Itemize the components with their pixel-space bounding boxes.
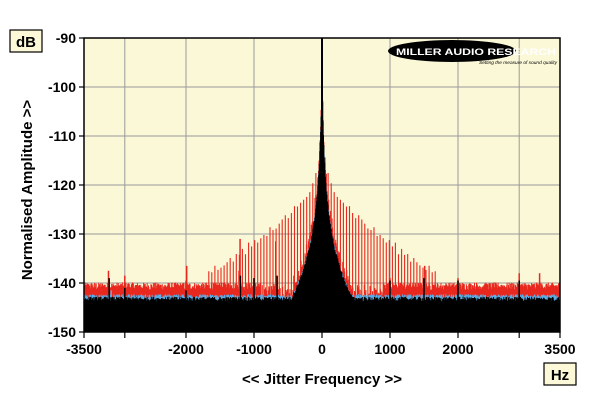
y-axis-label: Normalised Amplitude >> bbox=[19, 100, 36, 281]
logo-tagline: Setting the measure of sound quality bbox=[479, 60, 558, 65]
y-tick-label-3: -120 bbox=[48, 177, 76, 193]
y-tick-label-1: -100 bbox=[48, 79, 76, 95]
x-tick-label-1: -2000 bbox=[168, 341, 204, 357]
y-tick-label-0: -90 bbox=[56, 30, 76, 46]
series-2-band bbox=[84, 56, 560, 332]
y-tick-labels: -90 -100 -110 -120 -130 -140 -150 bbox=[48, 30, 76, 340]
y-unit-label: dB bbox=[16, 34, 36, 51]
logo-text: MILLER AUDIO RESEARCH bbox=[396, 47, 556, 58]
y-unit-box: dB bbox=[9, 29, 43, 53]
y-tick-label-6: -150 bbox=[48, 324, 76, 340]
x-tick-label-0: -3500 bbox=[66, 341, 102, 357]
miller-audio-research-logo: MILLER AUDIO RESEARCH Setting the measur… bbox=[388, 40, 558, 65]
y-tick-label-4: -130 bbox=[48, 226, 76, 242]
x-unit-label: Hz bbox=[551, 367, 569, 384]
x-unit-box: Hz bbox=[543, 362, 577, 386]
series-2 bbox=[84, 38, 560, 332]
x-tick-label-3: 0 bbox=[318, 341, 326, 357]
x-tick-label-2: -1000 bbox=[236, 341, 272, 357]
x-tick-label-6: 3500 bbox=[544, 341, 575, 357]
x-tick-labels: -3500 -2000 -1000 0 1000 2000 3500 bbox=[66, 341, 576, 357]
y-tick-label-2: -110 bbox=[49, 128, 76, 144]
tick-marks bbox=[79, 37, 561, 338]
x-axis-label: << Jitter Frequency >> bbox=[242, 371, 402, 388]
y-tick-label-5: -140 bbox=[48, 275, 76, 291]
x-tick-label-4: 1000 bbox=[374, 341, 405, 357]
x-tick-label-5: 2000 bbox=[442, 341, 473, 357]
data-layer bbox=[84, 38, 560, 332]
